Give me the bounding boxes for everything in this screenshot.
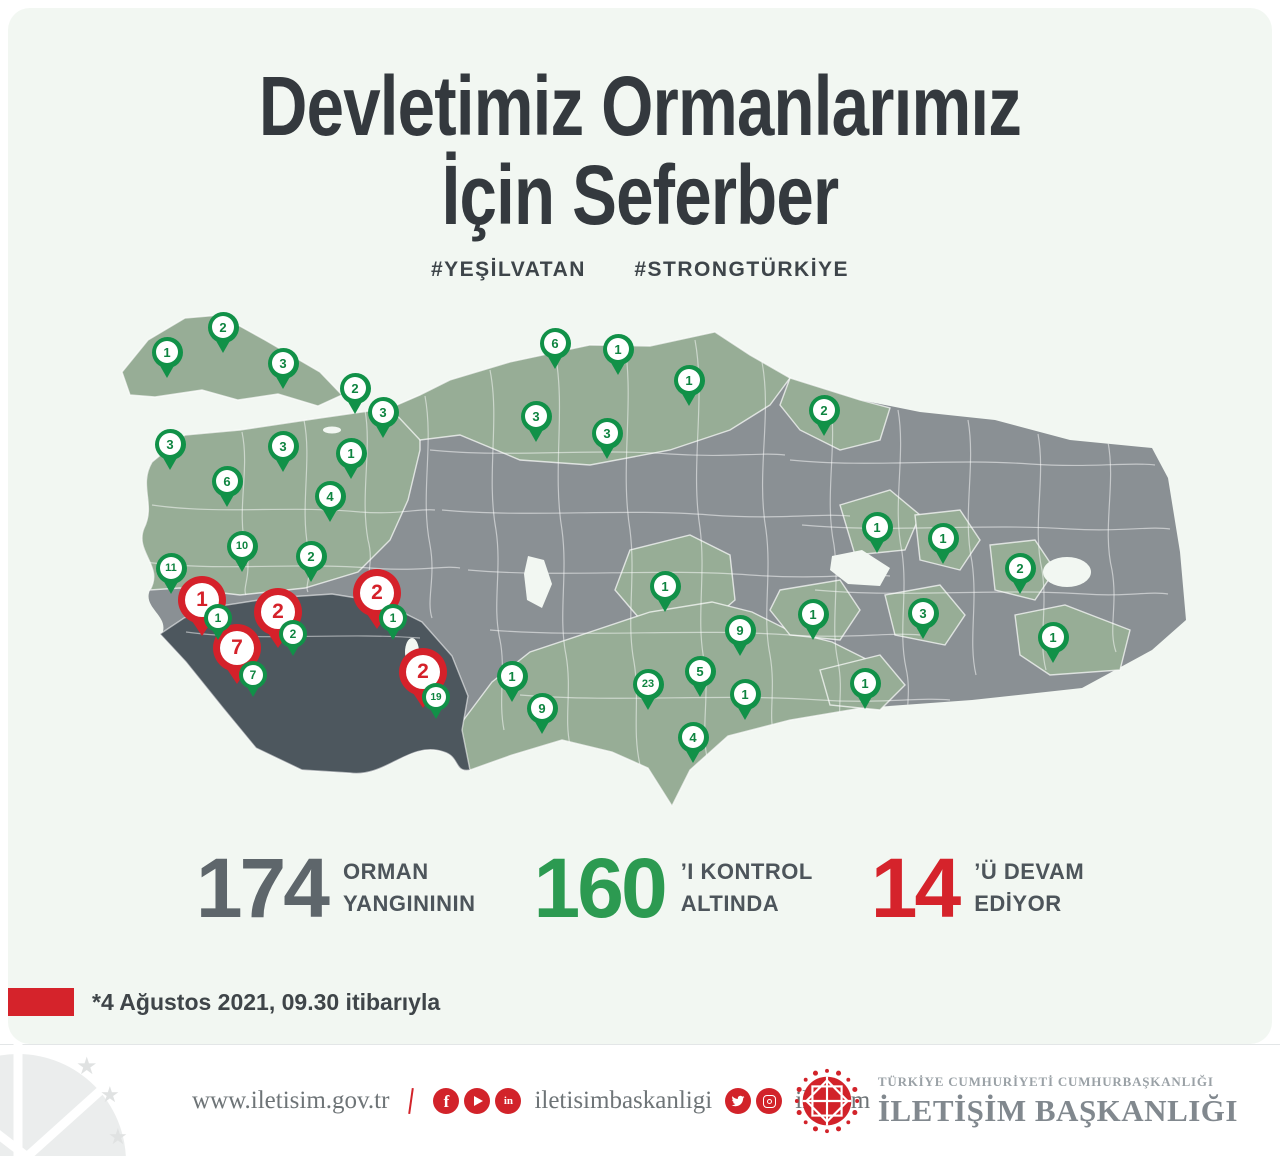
instagram-icon <box>756 1088 783 1114</box>
brand-block: TÜRKİYE CUMHURİYETİ CUMHURBAŞKANLIĞI İLE… <box>792 1045 1238 1156</box>
youtube-icon <box>464 1088 491 1114</box>
turkey-map-svg <box>121 314 1187 808</box>
svg-text:★: ★ <box>108 1124 128 1149</box>
stat-total-label: ORMAN YANGINININ <box>342 859 476 916</box>
svg-text:★: ★ <box>76 1053 98 1080</box>
hashtags: #YEŞİLVATAN #STRONGTÜRKİYE <box>0 258 1280 282</box>
stat-contained-fires: 160 ’I KONTROL ALTINDA <box>534 846 813 930</box>
social-icons-primary: f in <box>433 1088 522 1114</box>
facebook-icon: f <box>433 1088 460 1114</box>
svg-text:★: ★ <box>100 1082 120 1107</box>
brand-presidency-line: TÜRKİYE CUMHURİYETİ CUMHURBAŞKANLIĞI <box>877 1073 1214 1089</box>
footnote-red-swatch <box>8 988 74 1016</box>
hashtag-yesilvatan: #YEŞİLVATAN <box>430 258 586 281</box>
stat-total-fires: 174 ORMAN YANGINININ <box>196 846 476 930</box>
map-thrace-green <box>121 314 344 407</box>
footer-links: www.iletisim.gov.tr f in iletisimbaskanl… <box>192 1045 870 1156</box>
title-line-1: Devletimiz Ormanlarımız <box>258 59 1022 153</box>
stat-total-number: 174 <box>195 841 330 935</box>
stat-ongoing-fires: 14 ’Ü DEVAM EDİYOR <box>871 846 1084 930</box>
social-handle-primary: iletisimbaskanligi <box>534 1087 713 1114</box>
title-line-2: İçin Seferber <box>441 148 840 243</box>
stat-ongoing-number: 14 <box>870 841 961 935</box>
footnote-text: *4 Ağustos 2021, 09.30 itibarıyla <box>92 988 441 1015</box>
stats-row: 174 ORMAN YANGINININ 160 ’I KONTROL ALTI… <box>0 846 1280 930</box>
social-icons-secondary <box>725 1088 783 1114</box>
hashtag-strongturkiye: #STRONGTÜRKİYE <box>634 258 850 281</box>
stat-ongoing-label: ’Ü DEVAM EDİYOR <box>974 859 1085 916</box>
brand-directorate-line: İLETİŞİM BAŞKANLIĞI <box>877 1092 1238 1128</box>
footer-bar: ★ ★ ★ www.iletisim.gov.tr f in iletisimb… <box>0 1044 1280 1156</box>
website-url: www.iletisim.gov.tr <box>192 1087 390 1114</box>
page-title: Devletimiz Ormanlarımız İçin Seferber <box>128 59 1152 243</box>
brand-text: TÜRKİYE CUMHURİYETİ CUMHURBAŞKANLIĞI İLE… <box>878 1074 1238 1129</box>
footnote: *4 Ağustos 2021, 09.30 itibarıyla <box>8 988 440 1016</box>
stat-contained-label: ’I KONTROL ALTINDA <box>680 859 813 916</box>
emblem-watermark: ★ ★ ★ <box>0 1044 134 1156</box>
iletisim-emblem-icon <box>794 1068 859 1134</box>
twitter-icon <box>725 1088 752 1114</box>
linkedin-icon: in <box>495 1088 522 1114</box>
stat-contained-number: 160 <box>533 841 668 935</box>
footer-divider <box>408 1087 415 1115</box>
